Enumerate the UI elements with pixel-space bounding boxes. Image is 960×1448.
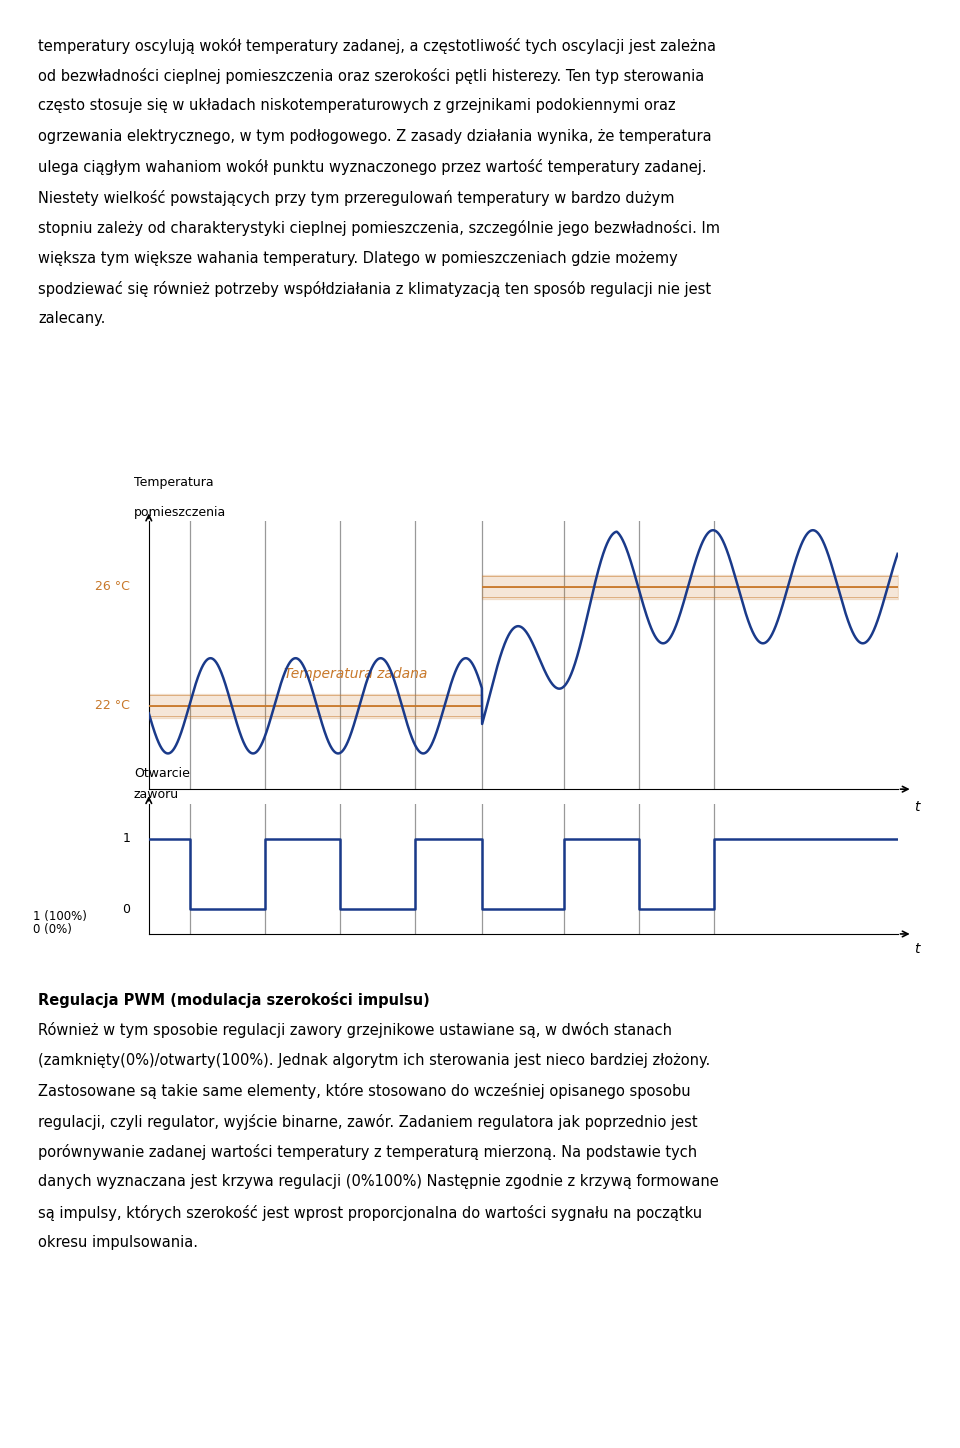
Text: zalecany.: zalecany. (38, 311, 106, 326)
Text: 1 (100%): 1 (100%) (33, 909, 86, 922)
Text: (zamknięty(0%)/otwarty(100%). Jednak algorytm ich sterowania jest nieco bardziej: (zamknięty(0%)/otwarty(100%). Jednak alg… (38, 1053, 710, 1067)
Text: t: t (914, 941, 920, 956)
Text: Temperatura: Temperatura (133, 476, 213, 489)
Text: Również w tym sposobie regulacji zawory grzejnikowe ustawiane są, w dwóch stanac: Również w tym sposobie regulacji zawory … (38, 1022, 672, 1038)
Text: spodziewać się również potrzeby współdziałania z klimatyzacją ten sposób regulac: spodziewać się również potrzeby współdzi… (38, 281, 711, 297)
Text: Otwarcie: Otwarcie (133, 767, 190, 780)
Text: Zastosowane są takie same elementy, które stosowano do wcześniej opisanego sposo: Zastosowane są takie same elementy, któr… (38, 1083, 691, 1099)
Text: stopniu zależy od charakterystyki cieplnej pomieszczenia, szczególnie jego bezwł: stopniu zależy od charakterystyki ciepln… (38, 220, 720, 236)
Text: 26 °C: 26 °C (95, 581, 131, 594)
Text: 22 °C: 22 °C (95, 699, 131, 712)
Text: często stosuje się w układach niskotemperaturowych z grzejnikami podokiennymi or: często stosuje się w układach niskotempe… (38, 98, 676, 113)
Text: 0: 0 (122, 902, 131, 915)
Text: t: t (914, 799, 920, 814)
Text: okresu impulsowania.: okresu impulsowania. (38, 1235, 199, 1250)
Text: 0 (0%): 0 (0%) (33, 922, 72, 935)
Text: regulacji, czyli regulator, wyjście binarne, zawór. Zadaniem regulatora jak popr: regulacji, czyli regulator, wyjście bina… (38, 1114, 698, 1129)
Text: od bezwładności cieplnej pomieszczenia oraz szerokości pętli histerezy. Ten typ : od bezwładności cieplnej pomieszczenia o… (38, 68, 705, 84)
Text: temperatury oscylują wokół temperatury zadanej, a częstotliwość tych oscylacji j: temperatury oscylują wokół temperatury z… (38, 38, 716, 54)
Text: Temperatura zadana: Temperatura zadana (283, 666, 427, 681)
Text: Niestety wielkość powstających przy tym przeregulowań temperatury w bardzo dużym: Niestety wielkość powstających przy tym … (38, 190, 675, 206)
Text: Regulacja PWM (modulacja szerokości impulsu): Regulacja PWM (modulacja szerokości impu… (38, 992, 430, 1008)
Text: danych wyznaczana jest krzywa regulacji (0%100%) Następnie zgodnie z krzywą form: danych wyznaczana jest krzywa regulacji … (38, 1174, 719, 1189)
Text: są impulsy, których szerokość jest wprost proporcjonalna do wartości sygnału na : są impulsy, których szerokość jest wpros… (38, 1205, 703, 1221)
Text: porównywanie zadanej wartości temperatury z temperaturą mierzoną. Na podstawie t: porównywanie zadanej wartości temperatur… (38, 1144, 698, 1160)
Text: ulega ciągłym wahaniom wokół punktu wyznaczonego przez wartość temperatury zadan: ulega ciągłym wahaniom wokół punktu wyzn… (38, 159, 707, 175)
Text: zaworu: zaworu (133, 788, 179, 801)
Text: większa tym większe wahania temperatury. Dlatego w pomieszczeniach gdzie możemy: większa tym większe wahania temperatury.… (38, 251, 678, 265)
Text: 1: 1 (122, 833, 131, 846)
Text: ogrzewania elektrycznego, w tym podłogowego. Z zasady działania wynika, że tempe: ogrzewania elektrycznego, w tym podłogow… (38, 129, 712, 143)
Text: pomieszczenia: pomieszczenia (133, 505, 226, 518)
